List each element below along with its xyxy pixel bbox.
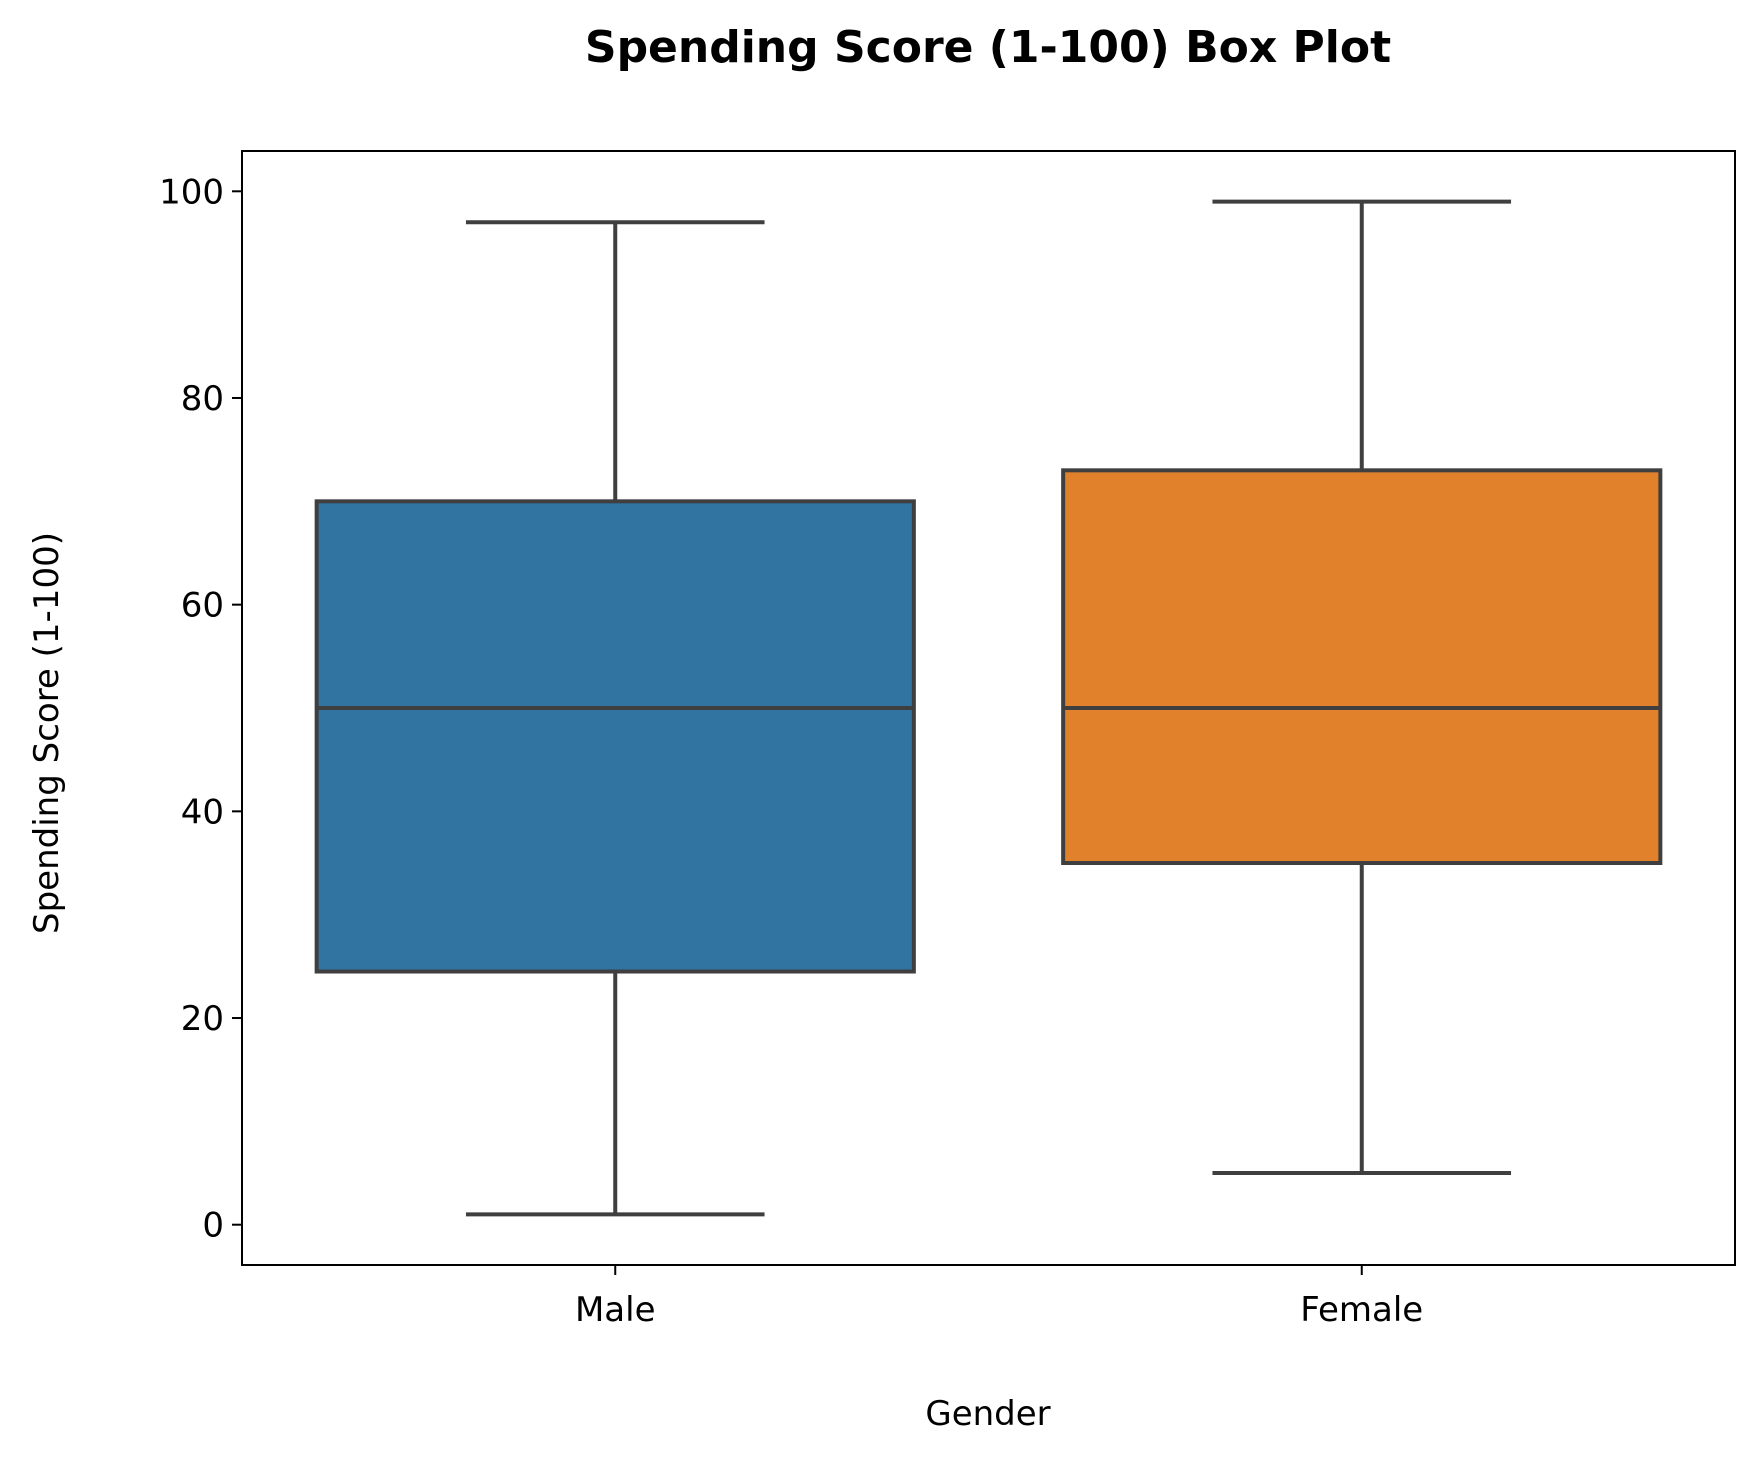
plot-area: 0 20 40 60 80 100 Male Female	[159, 150, 1736, 1330]
x-axis-label: Gender	[925, 1394, 1050, 1434]
box-male	[314, 499, 916, 974]
chart-title: Spending Score (1-100) Box Plot	[585, 22, 1391, 73]
y-tick-label: 40	[181, 792, 224, 832]
y-axis-label: Spending Score (1-100)	[27, 532, 67, 934]
x-tick-label: Male	[575, 1290, 656, 1330]
y-tick-label: 20	[181, 999, 224, 1039]
plot-frame	[241, 150, 1736, 1266]
box-female	[1061, 468, 1663, 866]
y-tick-label: 100	[159, 172, 224, 212]
y-tick-label: 60	[181, 586, 224, 626]
y-tick-label: 0	[202, 1206, 224, 1246]
y-tick-label: 80	[181, 379, 224, 419]
x-tick-label: Female	[1300, 1290, 1423, 1330]
